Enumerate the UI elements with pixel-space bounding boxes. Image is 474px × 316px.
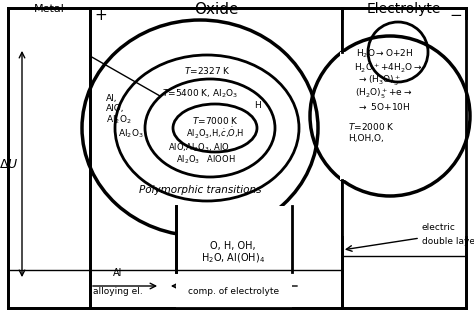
Text: AlO,: AlO, (106, 105, 125, 113)
Text: H,OH,O,: H,OH,O, (348, 133, 384, 143)
Text: H$_2$O, Al(OH)$_4$: H$_2$O, Al(OH)$_4$ (201, 251, 265, 265)
Text: double layer: double layer (422, 236, 474, 246)
Text: O, H, OH,: O, H, OH, (210, 241, 256, 251)
Text: −: − (449, 8, 462, 23)
Text: comp. of electrolyte: comp. of electrolyte (189, 287, 280, 296)
Text: $T$=2327 K: $T$=2327 K (183, 64, 230, 76)
Text: Al$_2$O$_3$,H,$\dot{c}$,$\dot{O}$,H: Al$_2$O$_3$,H,$\dot{c}$,$\dot{O}$,H (186, 125, 244, 141)
Text: Al: Al (113, 268, 123, 278)
Text: +: + (94, 8, 107, 23)
Text: Electrolyte: Electrolyte (367, 2, 441, 16)
Text: H: H (255, 101, 261, 111)
Text: Al,: Al, (106, 94, 118, 102)
Text: $T$=2000 K: $T$=2000 K (348, 120, 395, 131)
Text: alloying el.: alloying el. (93, 287, 143, 296)
Text: Al$_2$O$_3$: Al$_2$O$_3$ (118, 128, 144, 140)
Text: Oxide: Oxide (194, 2, 238, 17)
Text: $\rightarrow$ 5O+10H: $\rightarrow$ 5O+10H (357, 100, 410, 112)
Text: Al$_2$O$_2$: Al$_2$O$_2$ (106, 114, 132, 126)
Text: $\rightarrow$(H$_3$O)$^+_5$: $\rightarrow$(H$_3$O)$^+_5$ (357, 74, 401, 88)
Text: $T$=5400 K, Al$_2$O$_3$: $T$=5400 K, Al$_2$O$_3$ (162, 88, 238, 100)
Bar (176, 206, 292, 308)
Text: electric: electric (422, 223, 456, 233)
Text: $T$=7000 K: $T$=7000 K (191, 114, 238, 125)
Text: $\Delta U$: $\Delta U$ (0, 157, 18, 171)
Text: H$_2$O$\rightarrow$O+2H: H$_2$O$\rightarrow$O+2H (356, 48, 413, 60)
Bar (340, 52, 346, 180)
Text: Al$_2$O$_3$   AlOOH: Al$_2$O$_3$ AlOOH (176, 154, 236, 166)
Text: Polymorphic transitions: Polymorphic transitions (139, 185, 261, 195)
Bar (342, 20, 474, 236)
Text: (H$_2$O)$^+_5$+e$\rightarrow$: (H$_2$O)$^+_5$+e$\rightarrow$ (355, 87, 412, 101)
Text: H$_2$O$^+$+4H$_2$O$\rightarrow$: H$_2$O$^+$+4H$_2$O$\rightarrow$ (354, 61, 423, 75)
Text: AlO,Al$_2$O$_3$, AlO: AlO,Al$_2$O$_3$, AlO (168, 142, 229, 154)
Text: Metal: Metal (34, 4, 64, 14)
